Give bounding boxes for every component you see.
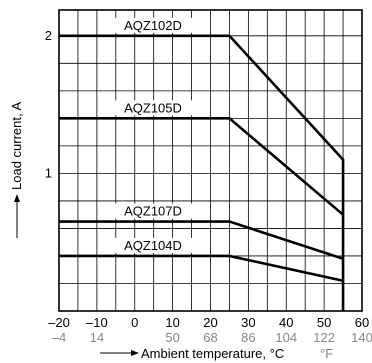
series-line	[59, 117, 344, 216]
x-axis-arrowhead	[131, 350, 139, 356]
x-tick-label: 10	[165, 315, 179, 330]
series-line	[59, 254, 344, 282]
x-tick-label: 0	[131, 315, 138, 330]
series-lines	[59, 34, 345, 311]
x-axis-title-text: Ambient temperature, °C	[141, 346, 284, 361]
series-label: AQZ105D	[124, 100, 182, 115]
x-tick-label: 20	[203, 315, 217, 330]
series-line	[59, 220, 344, 260]
series-label-background	[113, 17, 193, 33]
x-tick-label-f: 140	[351, 330, 372, 345]
y-tick-label: 2	[45, 28, 52, 43]
x-tick-label: 30	[241, 315, 255, 330]
x-axis-title-unit-f: °F	[320, 346, 333, 361]
series-label-background	[113, 237, 193, 253]
x-tick-label: –10	[86, 315, 108, 330]
y-axis-arrowhead	[14, 194, 20, 202]
series-label: AQZ107D	[124, 204, 182, 219]
x-tick-label-f: 86	[241, 330, 255, 345]
y-axis-title: Load current, A	[9, 102, 24, 238]
series-line	[59, 34, 345, 311]
x-tick-label: –20	[48, 315, 70, 330]
series-label-background	[113, 203, 193, 219]
series-labels: AQZ102D AQZ105D AQZ107D AQZ104D	[113, 17, 193, 253]
x-tick-label-f: –4	[52, 330, 66, 345]
tick-labels: –20 –10 0 10 20 30 40 50 60 –4 14 50 68 86 104 122 140 1 2	[45, 28, 372, 345]
plot-frame	[58, 9, 363, 312]
x-tick-label-f: 14	[90, 330, 104, 345]
x-tick-label-f: 50	[165, 330, 179, 345]
x-tick-label-f: 104	[275, 330, 297, 345]
y-axis-title-text: Load current, A	[9, 102, 24, 190]
x-axis-title: Ambient temperature, °C °F	[100, 346, 333, 361]
x-tick-label: 40	[279, 315, 293, 330]
series-label: AQZ102D	[124, 18, 182, 33]
series-label-background	[113, 100, 193, 116]
series-label: AQZ104D	[124, 238, 182, 253]
x-tick-label: 50	[317, 315, 331, 330]
x-tick-label-f: 68	[203, 330, 217, 345]
x-tick-label-f: 122	[313, 330, 335, 345]
y-tick-label: 1	[45, 165, 52, 180]
x-tick-label: 60	[355, 315, 369, 330]
